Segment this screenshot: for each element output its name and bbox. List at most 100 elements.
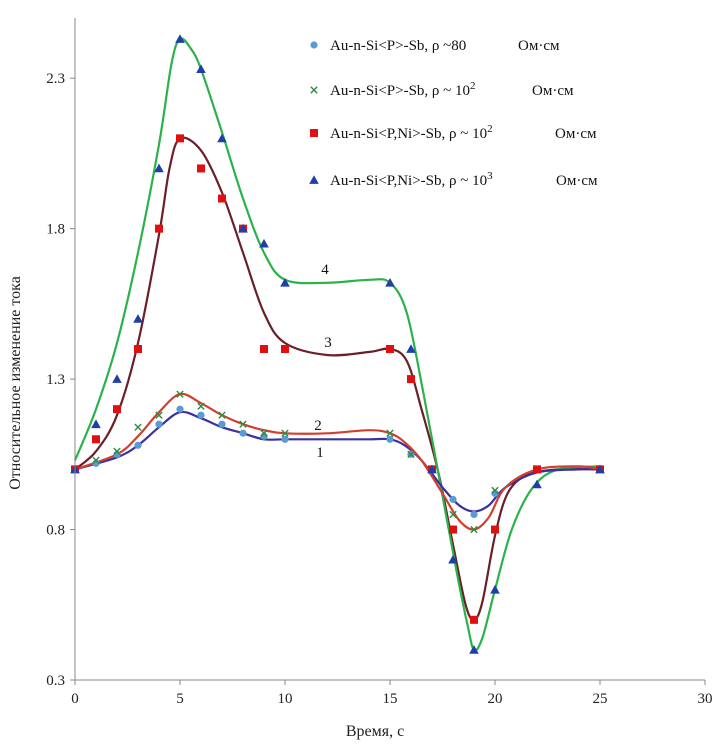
series-line-2 (74, 392, 601, 531)
data-point-series-4 (427, 464, 437, 474)
data-point-series-2 (281, 429, 289, 437)
data-point-series-2 (134, 423, 142, 431)
legend-item-2: Au-n-Si<P>-Sb, ρ ~ 102 Ом·см (310, 80, 574, 99)
data-point-series-4 (196, 64, 206, 73)
data-point-series-2 (218, 411, 226, 419)
y-tick-label: 0.8 (46, 523, 65, 539)
data-point-series-4 (385, 278, 395, 287)
data-point-series-2 (239, 420, 247, 428)
data-point-series-3 (176, 134, 184, 143)
legend-label-main: Au-n-Si<P,Ni>-Sb, ρ ~ 10 (330, 126, 487, 142)
data-point-series-4 (154, 163, 164, 173)
data-point-series-3 (197, 164, 205, 173)
legend-label-main: Au-n-Si<P,Ni>-Sb, ρ ~ 10 (330, 173, 487, 189)
data-point-series-1 (218, 420, 226, 428)
data-point-series-1 (155, 420, 163, 428)
legend-unit-1: Ом·см (518, 38, 560, 54)
legend-label-sup: 3 (487, 170, 493, 182)
data-point-series-4 (490, 584, 500, 594)
data-point-series-2 (197, 402, 205, 410)
data-point-series-3 (281, 345, 289, 353)
y-tick-label: 0.3 (46, 673, 65, 689)
legend-label-sup: 2 (487, 123, 493, 135)
x-tick-label: 10 (278, 691, 293, 707)
data-point-series-3 (260, 345, 268, 353)
data-point-series-4 (175, 34, 185, 43)
legend-label-3: Au-n-Si<P,Ni>-Sb, ρ ~ 102 (330, 123, 493, 142)
legend-label-4: Au-n-Si<P,Ni>-Sb, ρ ~ 103 (330, 170, 493, 189)
data-point-series-2 (449, 510, 457, 519)
data-point-series-3 (113, 405, 121, 414)
legend-unit-2: Ом·см (532, 83, 574, 99)
data-point-series-3 (134, 345, 142, 353)
series-line-1 (74, 410, 601, 513)
data-point-series-4 (112, 374, 122, 383)
x-tick-label: 30 (698, 691, 713, 707)
data-point-series-1 (386, 435, 394, 443)
data-point-series-3 (386, 345, 394, 353)
data-point-series-4 (469, 645, 479, 654)
data-point-series-3 (218, 194, 226, 203)
data-point-series-3 (92, 435, 100, 444)
data-point-series-1 (134, 441, 142, 449)
y-tick-label: 2.3 (46, 71, 65, 87)
data-point-series-2 (470, 525, 478, 534)
legend-unit-3: Ом·см (555, 126, 597, 142)
data-point-series-2 (155, 411, 163, 419)
legend-marker-2 (310, 86, 318, 94)
x-tick-label: 25 (593, 691, 608, 707)
data-point-series-3 (407, 375, 415, 384)
legend-marker-3 (310, 129, 318, 137)
y-axis-title: Относительное изменение тока (7, 276, 24, 490)
data-point-series-2 (92, 456, 100, 465)
data-point-series-2 (113, 447, 121, 456)
data-point-series-3 (533, 465, 541, 474)
data-point-series-1 (197, 411, 205, 419)
data-point-series-3 (491, 525, 499, 534)
x-tick-label: 20 (488, 691, 503, 707)
legend-item-3: Au-n-Si<P,Ni>-Sb, ρ ~ 102 Ом·см (310, 123, 597, 142)
axes: 0 5 10 15 20 25 30 0.3 0.8 1.3 1.8 2.3 (46, 18, 713, 707)
data-point-series-4 (406, 344, 416, 353)
x-axis-title: Время, с (346, 723, 404, 740)
series-line-3 (74, 136, 601, 621)
legend-marker-1 (310, 41, 318, 49)
data-point-series-3 (155, 224, 163, 233)
curves (73, 37, 601, 652)
data-point-series-4 (238, 223, 248, 233)
data-point-series-3 (470, 615, 478, 624)
data-point-series-2 (386, 429, 394, 437)
data-point-series-2 (407, 450, 415, 459)
data-point-series-1 (449, 495, 457, 504)
data-point-series-4 (280, 278, 290, 287)
curve-label-4: 4 (321, 262, 329, 278)
curve-labels: 1 2 3 4 (314, 262, 332, 461)
legend: Au-n-Si<P>-Sb, ρ ~80 Ом·смAu-n-Si<P>-Sb, … (309, 38, 598, 189)
data-point-series-2 (491, 486, 499, 495)
legend-label-main: Au-n-Si<P>-Sb, ρ ~ 10 (330, 83, 470, 99)
legend-item-1: Au-n-Si<P>-Sb, ρ ~80 Ом·см (310, 38, 560, 54)
legend-label-2: Au-n-Si<P>-Sb, ρ ~ 102 (330, 80, 476, 99)
data-point-series-2 (260, 429, 268, 437)
data-point-series-4 (91, 419, 101, 429)
data-point-series-4 (448, 554, 458, 564)
data-point-series-1 (239, 429, 247, 437)
markers (70, 34, 605, 654)
legend-label-sup: 2 (470, 80, 476, 92)
data-point-series-1 (470, 510, 478, 519)
data-point-series-1 (176, 405, 184, 413)
data-point-series-4 (217, 133, 227, 143)
x-tick-label: 5 (176, 691, 184, 707)
data-point-series-3 (449, 525, 457, 534)
data-point-series-2 (176, 390, 184, 398)
x-tick-label: 15 (383, 691, 398, 707)
y-tick-label: 1.8 (46, 222, 65, 238)
x-tick-label: 0 (71, 691, 79, 707)
y-tick-label: 1.3 (46, 372, 65, 388)
legend-label-main: Au-n-Si<P>-Sb, ρ ~80 (330, 38, 466, 54)
curve-label-3: 3 (324, 335, 332, 351)
data-point-series-4 (259, 238, 269, 248)
legend-marker-4 (309, 175, 319, 184)
data-point-series-4 (595, 464, 605, 474)
